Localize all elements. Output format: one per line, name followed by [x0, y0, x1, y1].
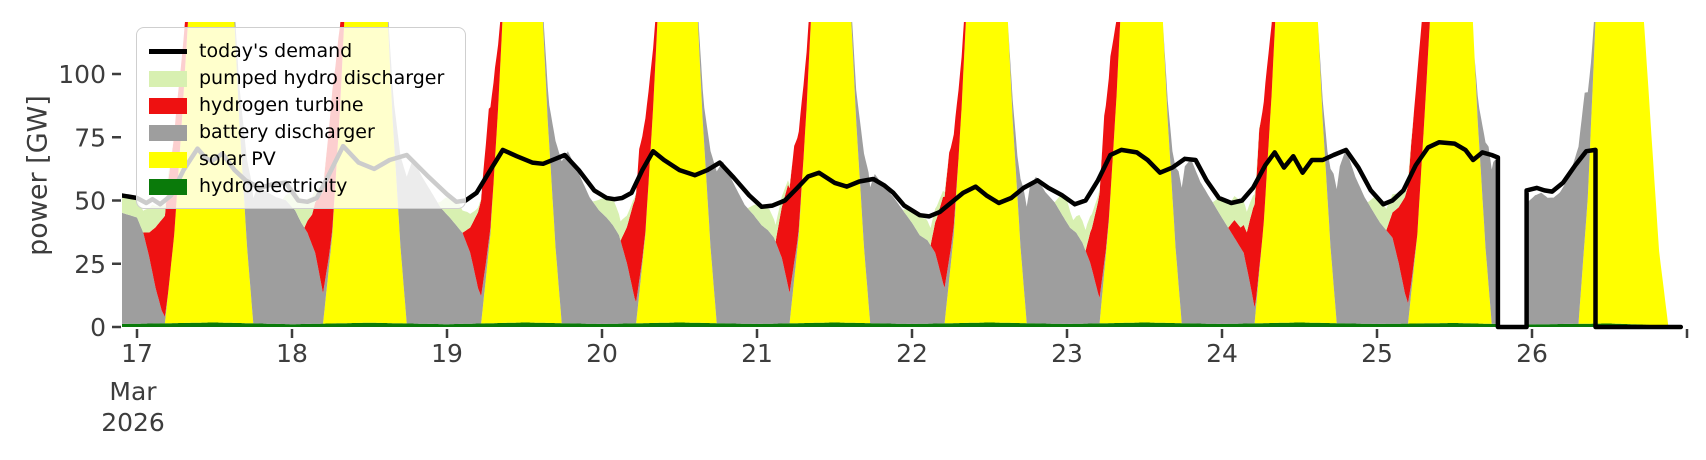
x-tick-label: 23	[1051, 339, 1083, 368]
legend: today's demand pumped hydro discharger hyd…	[136, 27, 466, 209]
legend-item-pumped-hydro-discharger: pumped hydro discharger	[149, 65, 449, 92]
x-tick-label: 25	[1361, 339, 1393, 368]
legend-color-swatch	[149, 70, 187, 87]
legend-color-swatch	[149, 124, 187, 141]
legend-item-battery-discharger: battery discharger	[149, 119, 449, 146]
legend-color-swatch	[149, 178, 187, 195]
legend-color-swatch	[149, 97, 187, 114]
legend-color-swatch	[149, 151, 187, 168]
y-tick-label: 50	[74, 187, 106, 216]
x-tick-label: 24	[1206, 339, 1238, 368]
y-tick-label: 100	[58, 60, 106, 89]
legend-item-hydroelectricity: hydroelectricity	[149, 173, 449, 200]
y-tick-label: 0	[90, 313, 106, 342]
legend-item-hydrogen-turbine: hydrogen turbine	[149, 92, 449, 119]
legend-item-label: hydrogen turbine	[199, 94, 364, 116]
x-tick-label: 18	[276, 339, 308, 368]
x-axis-month-label: Mar	[109, 377, 157, 406]
legend-item-label: solar PV	[199, 148, 276, 170]
legend-item-label: today's demand	[199, 40, 353, 62]
y-tick-label: 25	[74, 250, 106, 279]
legend-item-label: hydroelectricity	[199, 175, 348, 197]
x-tick-label: 26	[1516, 339, 1548, 368]
stacked-areas	[122, 22, 1681, 327]
y-tick-label: 75	[74, 123, 106, 152]
area-solar-pv	[122, 22, 1681, 327]
x-tick-label: 22	[896, 339, 928, 368]
legend-item-label: pumped hydro discharger	[199, 67, 445, 89]
x-tick-label: 21	[741, 339, 773, 368]
legend-item-label: battery discharger	[199, 121, 375, 143]
legend-line-swatch	[149, 49, 187, 54]
legend-item-solar-pv: solar PV	[149, 146, 449, 173]
x-axis-year-label: 2026	[101, 408, 165, 437]
area-hydroelectricity	[122, 322, 1681, 327]
legend-item-today-s-demand: today's demand	[149, 38, 449, 65]
x-tick-label: 20	[586, 339, 618, 368]
x-tick-label: 19	[431, 339, 463, 368]
y-axis: 0 25 50 75 100	[58, 60, 121, 342]
x-tick-label: 17	[121, 339, 153, 368]
y-axis-label: power [GW]	[22, 95, 54, 256]
area-battery-discharger	[122, 22, 1681, 327]
